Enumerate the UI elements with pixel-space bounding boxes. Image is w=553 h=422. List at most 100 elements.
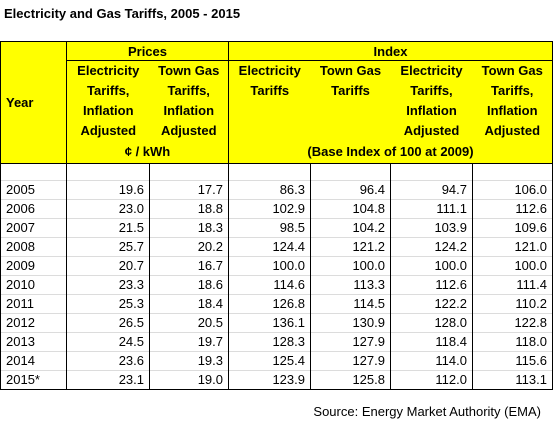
value-cell: 25.3 [66, 293, 150, 313]
year-cell: 2013 [0, 331, 67, 351]
table-body: 2005 19.6 17.7 86.3 96.4 94.7 106.0 2006 23.0 18.… [0, 179, 553, 390]
value-cell: 123.9 [228, 369, 311, 390]
value-cell: 18.6 [149, 274, 229, 294]
value-cell: 128.0 [390, 312, 473, 332]
year-cell: 2014 [0, 350, 67, 370]
value-cell: 126.8 [228, 293, 311, 313]
table-row: 2011 25.3 18.4 126.8 114.5 122.2 110.2 [0, 293, 553, 313]
prices-unit-label: ¢ / kWh [66, 141, 229, 164]
value-cell: 130.9 [310, 312, 391, 332]
value-cell: 124.4 [228, 236, 311, 256]
value-cell: 19.6 [66, 179, 150, 199]
col-header-line: Tariffs, [149, 81, 229, 101]
value-cell: 121.2 [310, 236, 391, 256]
value-cell: 111.1 [390, 198, 473, 218]
value-cell: 23.3 [66, 274, 150, 294]
value-cell: 103.9 [390, 217, 473, 237]
table-row: 2013 24.5 19.7 128.3 127.9 118.4 118.0 [0, 331, 553, 351]
value-cell: 124.2 [390, 236, 473, 256]
value-cell: 100.0 [310, 255, 391, 275]
table-title: Electricity and Gas Tariffs, 2005 - 2015 [4, 6, 241, 21]
index-group-header: Index [228, 41, 553, 61]
col-header-line: Tariffs, [390, 81, 473, 101]
value-cell: 128.3 [228, 331, 311, 351]
year-cell: 2008 [0, 236, 67, 256]
col-header-electricity-adjusted: Electricity [66, 60, 150, 81]
table-row: 2012 26.5 20.5 136.1 130.9 128.0 122.8 [0, 312, 553, 332]
value-cell: 17.7 [149, 179, 229, 199]
value-cell: 23.6 [66, 350, 150, 370]
value-cell: 24.5 [66, 331, 150, 351]
value-cell: 96.4 [310, 179, 391, 199]
value-cell: 100.0 [472, 255, 553, 275]
value-cell: 122.8 [472, 312, 553, 332]
value-cell: 125.4 [228, 350, 311, 370]
year-cell: 2015* [0, 369, 67, 390]
year-cell: 2007 [0, 217, 67, 237]
col-header-line: Inflation [472, 101, 553, 121]
value-cell: 86.3 [228, 179, 311, 199]
table-row: 2009 20.7 16.7 100.0 100.0 100.0 100.0 [0, 255, 553, 275]
table-row: 2007 21.5 18.3 98.5 104.2 103.9 109.6 [0, 217, 553, 237]
col-header-line: Inflation [390, 101, 473, 121]
source-note: Source: Energy Market Authority (EMA) [313, 404, 541, 419]
value-cell: 112.6 [472, 198, 553, 218]
col-header-electricity-index: Electricity [228, 60, 311, 81]
value-cell: 20.7 [66, 255, 150, 275]
col-header-line: Inflation [149, 101, 229, 121]
value-cell: 111.4 [472, 274, 553, 294]
value-cell: 115.6 [472, 350, 553, 370]
value-cell: 98.5 [228, 217, 311, 237]
value-cell: 125.8 [310, 369, 391, 390]
year-cell: 2011 [0, 293, 67, 313]
col-header-line: Adjusted [66, 121, 150, 141]
value-cell: 20.2 [149, 236, 229, 256]
value-cell: 16.7 [149, 255, 229, 275]
table-row: 2008 25.7 20.2 124.4 121.2 124.2 121.0 [0, 236, 553, 256]
value-cell: 113.1 [472, 369, 553, 390]
value-cell: 20.5 [149, 312, 229, 332]
value-cell: 112.6 [390, 274, 473, 294]
col-header-gas-index-adjusted: Town Gas [472, 60, 553, 81]
table-row: 2014 23.6 19.3 125.4 127.9 114.0 115.6 [0, 350, 553, 370]
year-cell: 2006 [0, 198, 67, 218]
value-cell: 104.8 [310, 198, 391, 218]
value-cell: 100.0 [390, 255, 473, 275]
value-cell: 114.5 [310, 293, 391, 313]
value-cell: 112.0 [390, 369, 473, 390]
value-cell: 109.6 [472, 217, 553, 237]
col-header-gas-index: Town Gas [310, 60, 391, 81]
value-cell: 122.2 [390, 293, 473, 313]
value-cell: 94.7 [390, 179, 473, 199]
value-cell: 114.6 [228, 274, 311, 294]
col-header-line: Adjusted [390, 121, 473, 141]
col-header-line: Tariffs [310, 81, 391, 101]
col-header-line: Inflation [66, 101, 150, 121]
value-cell: 19.7 [149, 331, 229, 351]
prices-group-header: Prices [66, 41, 229, 61]
value-cell: 23.1 [66, 369, 150, 390]
table-row: 2015* 23.1 19.0 123.9 125.8 112.0 113.1 [0, 369, 553, 390]
value-cell: 26.5 [66, 312, 150, 332]
year-cell: 2012 [0, 312, 67, 332]
value-cell: 127.9 [310, 331, 391, 351]
value-cell: 113.3 [310, 274, 391, 294]
value-cell: 104.2 [310, 217, 391, 237]
year-cell: 2005 [0, 179, 67, 199]
table-row: 2005 19.6 17.7 86.3 96.4 94.7 106.0 [0, 179, 553, 199]
value-cell: 18.8 [149, 198, 229, 218]
value-cell: 118.0 [472, 331, 553, 351]
col-header-electricity-index-adjusted: Electricity [390, 60, 473, 81]
col-header-line: Tariffs, [66, 81, 150, 101]
value-cell: 19.0 [149, 369, 229, 390]
col-header-gas-adjusted: Town Gas [149, 60, 229, 81]
value-cell: 106.0 [472, 179, 553, 199]
value-cell: 121.0 [472, 236, 553, 256]
value-cell: 23.0 [66, 198, 150, 218]
value-cell: 127.9 [310, 350, 391, 370]
value-cell: 102.9 [228, 198, 311, 218]
year-header: Year [0, 41, 67, 164]
year-cell: 2010 [0, 274, 67, 294]
col-header-line: Adjusted [472, 121, 553, 141]
value-cell: 110.2 [472, 293, 553, 313]
